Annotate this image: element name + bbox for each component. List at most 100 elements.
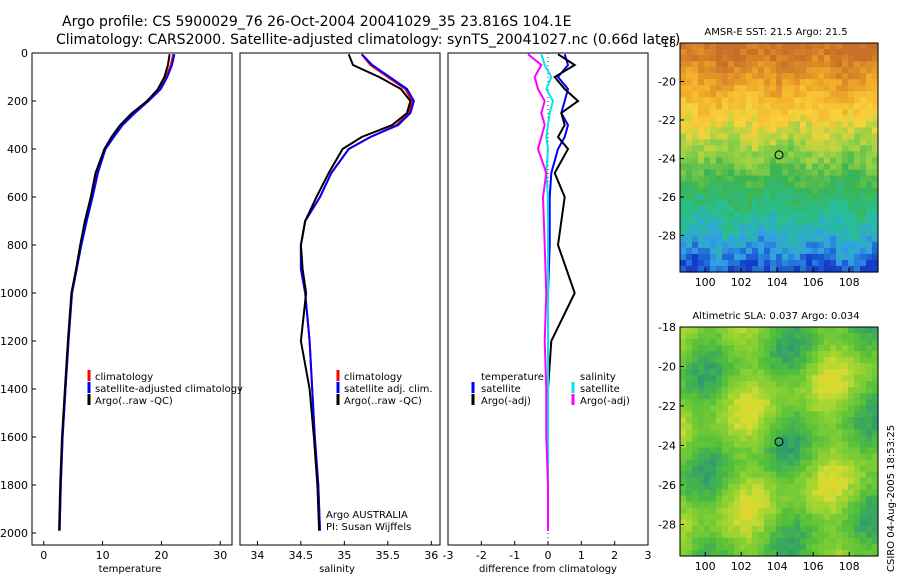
heatmap-cell [686,507,693,515]
heatmap-cell [860,115,867,122]
heatmap-cell [812,513,819,521]
heatmap-cell [710,103,717,110]
heatmap-cell [710,133,717,141]
heatmap-cell [740,49,747,56]
heatmap-cell [818,73,825,80]
heatmap-cell [782,369,789,376]
heatmap-cell [866,381,873,388]
heatmap-cell [824,381,831,388]
temperature-xlabel: temperature [99,564,162,575]
heatmap-cell [854,211,861,219]
heatmap-cell [728,121,735,128]
heatmap-cell [770,345,777,352]
heatmap-cell [752,423,759,431]
heatmap-cell [842,537,849,545]
heatmap-cell [704,537,711,545]
heatmap-cell [704,67,711,74]
heatmap-cell [734,543,741,551]
heatmap-cell [860,205,867,213]
heatmap-cell [734,453,741,461]
heatmap-cell [854,223,861,231]
heatmap-cell [728,459,735,467]
heatmap-cell [752,127,759,134]
heatmap-cell [728,133,735,141]
heatmap-cell [758,495,765,503]
heatmap-cell [866,375,873,382]
heatmap-cell [716,121,723,128]
heatmap-cell [716,465,723,473]
heatmap-cell [794,507,801,515]
heatmap-cell [704,133,711,141]
heatmap-cell [812,187,819,195]
heatmap-cell [860,67,867,74]
heatmap-cell [830,327,837,334]
heatmap-cell [752,91,759,98]
heatmap-cell [680,375,687,382]
heatmap-cell [812,327,819,334]
heatmap-cell [812,405,819,412]
heatmap-cell [824,525,831,533]
heatmap-cell [830,55,837,62]
heatmap-cell [716,417,723,425]
heatmap-cell [806,181,813,189]
heatmap-cell [710,333,717,340]
heatmap-cell [746,103,753,110]
heatmap-cell [830,103,837,110]
heatmap-cell [794,169,801,177]
heatmap-cell [800,67,807,74]
heatmap-cell [710,181,717,189]
heatmap-cell [836,549,843,557]
difference-legend-left: temperature satellite Argo(-adj) [471,372,544,407]
heatmap-cell [722,211,729,219]
heatmap-cell [830,465,837,473]
heatmap-cell [734,85,741,92]
heatmap-cell [782,151,789,159]
heatmap-cell [746,241,753,249]
heatmap-cell [794,163,801,171]
heatmap-cell [776,345,783,352]
heatmap-cell [830,133,837,141]
heatmap-cell [836,429,843,437]
heatmap-cell [734,235,741,243]
heatmap-cell [824,411,831,418]
heatmap-cell [740,211,747,219]
heatmap-cell [788,79,795,86]
heatmap-cell [692,357,699,364]
heatmap-cell [758,387,765,394]
heatmap-cell [818,489,825,497]
annotation-pi: PI: Susan Wijffels [326,522,411,533]
heatmap-cell [704,429,711,437]
heatmap-cell [764,465,771,473]
heatmap-cell [770,411,777,418]
heatmap-cell [722,259,729,267]
heatmap-cell [860,339,867,346]
heatmap-cell [746,67,753,74]
heatmap-cell [782,235,789,243]
heatmap-cell [692,537,699,545]
heatmap-cell [854,115,861,122]
heatmap-cell [698,405,705,412]
heatmap-cell [818,157,825,165]
heatmap-cell [806,229,813,237]
heatmap-cell [746,133,753,141]
heatmap-cell [716,501,723,509]
heatmap-cell [776,79,783,86]
heatmap-cell [842,405,849,412]
heatmap-cell [716,495,723,503]
heatmap-cell [764,85,771,92]
x-tick-label: -2 [476,549,487,562]
heatmap-cell [842,55,849,62]
heatmap-cell [704,447,711,455]
y-tick-label: 600 [7,191,28,204]
heatmap-cell [836,399,843,406]
heatmap-cell [752,387,759,394]
heatmap-cell [854,363,861,370]
heatmap-cell [794,519,801,527]
heatmap-cell [842,67,849,74]
heatmap-cell [722,97,729,104]
heatmap-cell [836,537,843,545]
heatmap-cell [788,259,795,267]
heatmap-cell [782,247,789,255]
heatmap-cell [776,507,783,515]
heatmap-cell [716,537,723,545]
